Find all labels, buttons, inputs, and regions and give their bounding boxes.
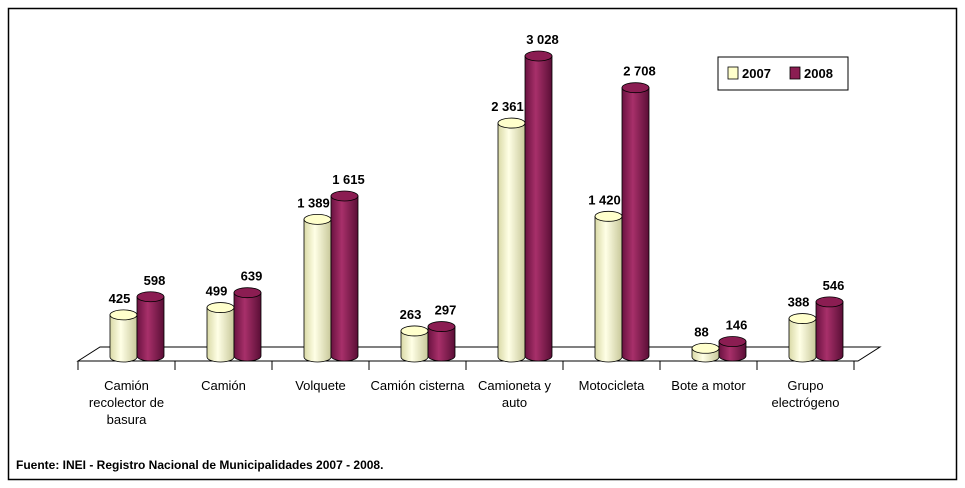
- bar: [524, 55, 553, 362]
- legend-box: [717, 56, 849, 91]
- bar-top: [788, 313, 817, 324]
- bar: [136, 296, 165, 362]
- bar: [594, 215, 623, 363]
- bar: [206, 307, 235, 363]
- legend-swatch: [727, 66, 739, 80]
- value-label: 546: [823, 278, 845, 293]
- value-label: 2 361: [491, 99, 524, 114]
- bar-top: [815, 296, 844, 308]
- x-tick-label: Camioneta y auto: [478, 378, 551, 410]
- bar-top: [497, 117, 526, 129]
- value-label: 425: [109, 291, 131, 306]
- bar-top: [400, 325, 429, 337]
- bar-top: [621, 82, 650, 94]
- bar: [109, 314, 138, 363]
- value-label: 263: [400, 307, 422, 322]
- x-tick-label: Camión recolector de basura: [88, 378, 165, 427]
- bar-top: [594, 210, 623, 222]
- bar-top: [233, 287, 262, 299]
- x-tick-label: Camión: [201, 378, 246, 393]
- x-tick-label: Volquete: [295, 378, 346, 393]
- bar-top: [691, 342, 720, 354]
- value-label: 1 389: [297, 195, 330, 210]
- x-tick-label: Grupo electrógeno: [771, 378, 840, 410]
- value-label: 388: [788, 295, 810, 310]
- bar: [788, 318, 817, 363]
- bar-top: [524, 50, 553, 62]
- value-label: 499: [206, 284, 228, 299]
- bar-top: [718, 336, 747, 347]
- bar: [815, 301, 844, 362]
- bar: [330, 195, 359, 362]
- legend-label: 2008: [804, 66, 833, 81]
- bar-top: [303, 213, 332, 225]
- bar: [497, 122, 526, 363]
- floor: [76, 346, 882, 362]
- value-label: 146: [726, 318, 748, 333]
- bar-top: [427, 321, 456, 332]
- value-label: 297: [435, 303, 457, 318]
- legend-swatch: [789, 66, 801, 80]
- source-note: Fuente: INEI - Registro Nacional de Muni…: [16, 458, 384, 472]
- value-label: 2 708: [623, 64, 656, 79]
- x-tick-label: Bote a motor: [671, 378, 746, 393]
- value-label: 1 615: [332, 172, 365, 187]
- bar-top: [330, 190, 359, 202]
- x-tick-label: Motocicleta: [578, 378, 645, 393]
- bar: [621, 87, 650, 362]
- legend-label: 2007: [742, 66, 771, 81]
- value-label: 639: [241, 269, 263, 284]
- x-tick-label: Camión cisterna: [370, 378, 465, 393]
- bar: [233, 292, 262, 362]
- bar-top: [206, 302, 235, 313]
- bar-top: [136, 291, 165, 303]
- value-label: 1 420: [588, 192, 621, 207]
- bar: [718, 341, 747, 362]
- value-label: 3 028: [526, 32, 559, 47]
- value-label: 88: [694, 324, 708, 339]
- bar: [427, 326, 456, 362]
- value-label: 598: [144, 273, 166, 288]
- bar-top: [109, 309, 138, 321]
- bar: [303, 218, 332, 363]
